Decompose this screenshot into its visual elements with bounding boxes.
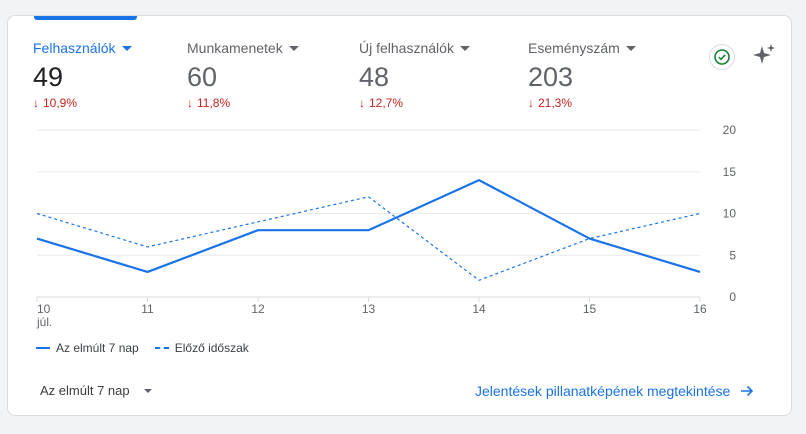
check-circle-icon — [714, 49, 730, 65]
sparkle-icon — [753, 44, 775, 64]
caret-down-icon — [288, 45, 299, 51]
metric-delta: 21,3% — [538, 96, 573, 110]
arrow-down-icon: ↓ — [187, 96, 193, 110]
metric-value: 49 — [33, 62, 64, 92]
dashed-line-swatch — [154, 347, 169, 349]
chart-legend: Az elmúlt 7 nap Előző időszak — [36, 341, 249, 355]
caret-down-icon — [121, 45, 132, 51]
metric-label: Felhasználók — [33, 40, 116, 56]
link-label: Jelentések pillanatképének megtekintése — [475, 383, 731, 399]
check-status-button[interactable] — [709, 44, 735, 70]
legend-label: Az elmúlt 7 nap — [56, 341, 139, 355]
caret-down-icon — [625, 45, 636, 51]
arrow-right-icon — [741, 385, 754, 397]
legend-item-previous: Előző időszak — [154, 341, 249, 355]
metric-delta: 11,8% — [197, 96, 231, 110]
metric-sessions[interactable]: Munkamenetek 60 ↓ 11,8% — [187, 40, 299, 110]
metric-users[interactable]: Felhasználók 49 ↓ 10,9% — [33, 40, 132, 110]
caret-down-icon — [143, 388, 152, 393]
date-range-dropdown[interactable]: Az elmúlt 7 nap — [40, 383, 152, 398]
metric-value: 203 — [528, 62, 574, 92]
metric-delta: 10,9% — [43, 96, 78, 110]
metric-label: Eseményszám — [528, 40, 620, 56]
metric-new-users[interactable]: Új felhasználók 48 ↓ 12,7% — [359, 40, 470, 110]
view-report-snapshot-link[interactable]: Jelentések pillanatképének megtekintése — [475, 383, 754, 399]
caret-down-icon — [459, 45, 470, 51]
solid-line-swatch — [36, 347, 50, 349]
metric-label: Új felhasználók — [359, 40, 454, 56]
metric-label: Munkamenetek — [187, 40, 283, 56]
metric-value: 48 — [359, 62, 390, 92]
active-tab-indicator — [34, 16, 137, 20]
arrow-down-icon: ↓ — [528, 96, 534, 110]
arrow-down-icon: ↓ — [33, 96, 39, 110]
metric-event-count[interactable]: Eseményszám 203 ↓ 21,3% — [528, 40, 636, 110]
insights-button[interactable] — [752, 42, 778, 68]
legend-item-current: Az elmúlt 7 nap — [36, 341, 139, 355]
legend-label: Előző időszak — [174, 341, 249, 355]
date-range-label: Az elmúlt 7 nap — [40, 383, 130, 398]
arrow-down-icon: ↓ — [359, 96, 365, 110]
metric-value: 60 — [187, 62, 218, 92]
metric-delta: 12,7% — [369, 96, 404, 110]
